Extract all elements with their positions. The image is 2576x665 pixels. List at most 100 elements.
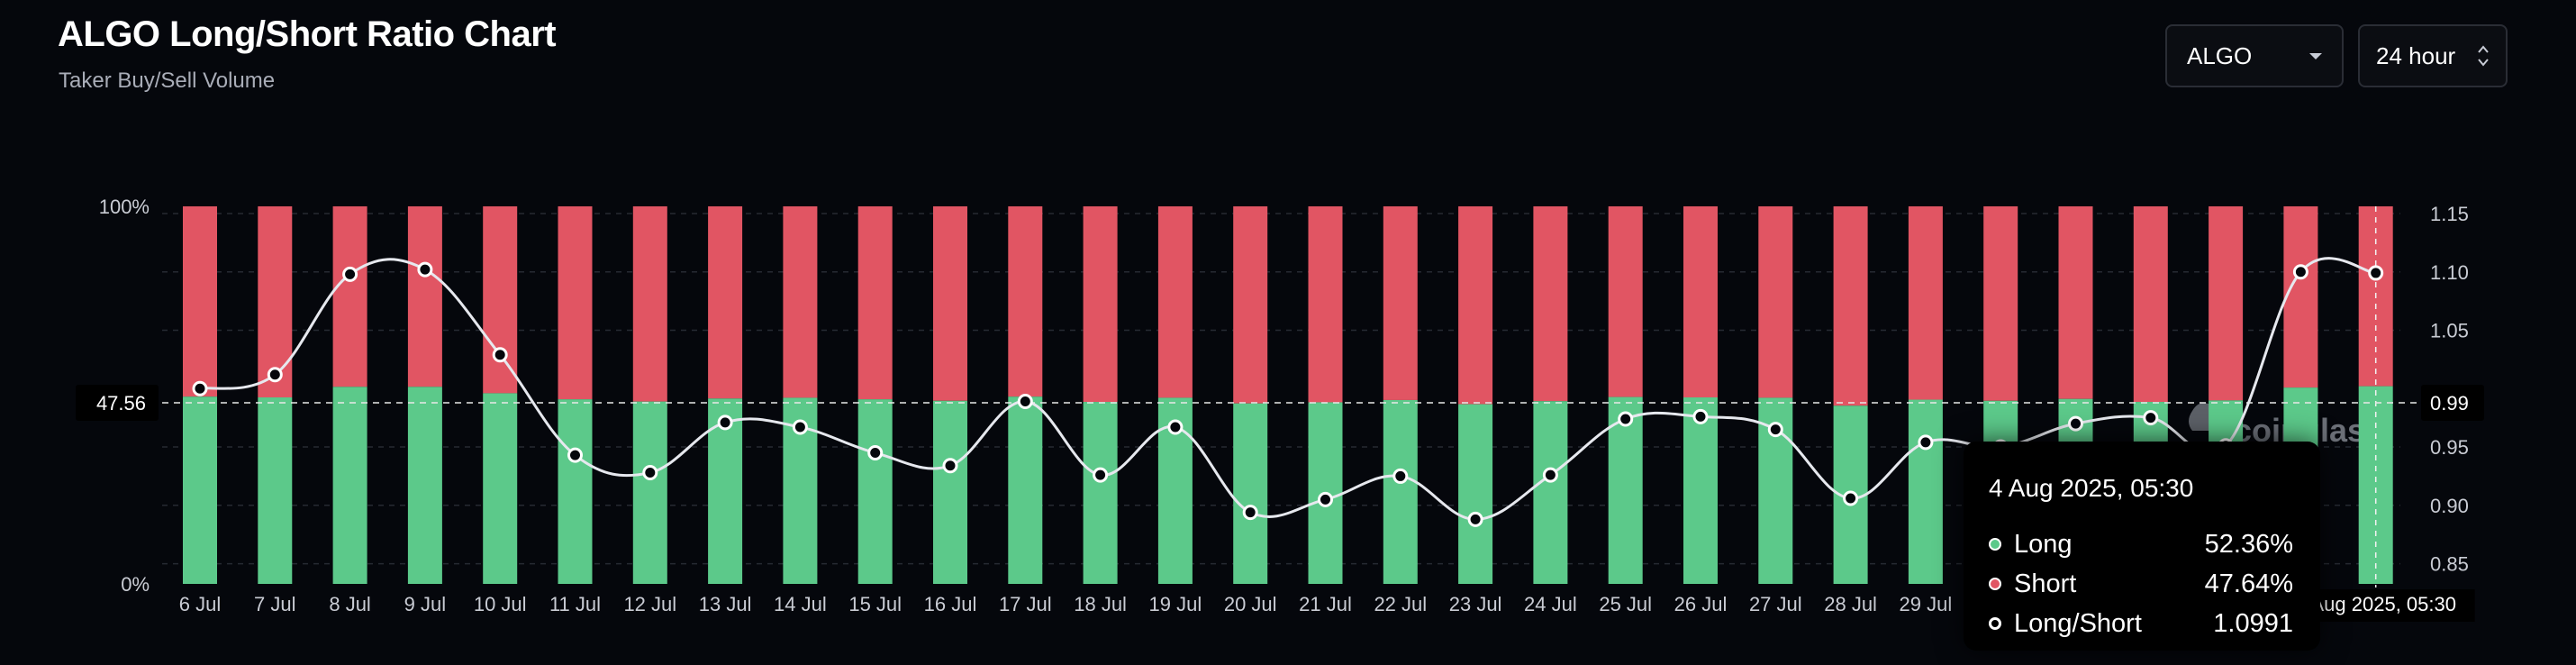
ratio-point[interactable] xyxy=(1692,408,1709,424)
ratio-point[interactable] xyxy=(417,261,433,278)
ratio-point[interactable] xyxy=(867,445,884,461)
short-bar[interactable] xyxy=(632,206,667,402)
short-bar[interactable] xyxy=(332,206,367,387)
tooltip-value: 52.36% xyxy=(2204,529,2293,559)
ratio-line xyxy=(199,257,2376,521)
long-bar[interactable] xyxy=(632,401,667,584)
long-bar[interactable] xyxy=(558,399,593,584)
x-tick-label: 25 Jul xyxy=(1599,593,1652,615)
ratio-point[interactable] xyxy=(942,458,958,474)
short-bar[interactable] xyxy=(2209,206,2244,401)
short-bar[interactable] xyxy=(2283,206,2318,388)
long-bar[interactable] xyxy=(1233,403,1268,584)
short-bar[interactable] xyxy=(1758,206,1793,398)
short-bar[interactable] xyxy=(1608,206,1643,397)
ratio-point[interactable] xyxy=(2068,415,2083,432)
long-bar[interactable] xyxy=(2358,386,2393,584)
ratio-point[interactable] xyxy=(267,367,283,383)
y-right-tick-label: 0.95 xyxy=(2430,436,2469,459)
short-bar[interactable] xyxy=(1458,206,1493,405)
x-tick-label: 17 Jul xyxy=(999,593,1052,615)
long-bar[interactable] xyxy=(1008,396,1043,584)
ratio-point[interactable] xyxy=(1767,422,1783,438)
long-bar[interactable] xyxy=(1083,402,1118,584)
ratio-point[interactable] xyxy=(342,266,358,282)
long-bar[interactable] xyxy=(1458,404,1493,584)
long-bar[interactable] xyxy=(1383,399,1418,584)
short-bar[interactable] xyxy=(407,206,442,387)
short-bar[interactable] xyxy=(1008,206,1043,397)
ratio-point[interactable] xyxy=(792,419,808,435)
long-bar[interactable] xyxy=(857,399,893,584)
short-bar[interactable] xyxy=(708,206,743,399)
short-bar[interactable] xyxy=(933,206,967,401)
x-tick-label: 23 Jul xyxy=(1449,593,1502,615)
y-left-tick-label: 100% xyxy=(99,196,150,218)
ratio-point[interactable] xyxy=(2143,410,2159,426)
tooltip-row-short: Short 47.64% xyxy=(1989,564,2293,604)
ratio-point[interactable] xyxy=(717,414,733,431)
tooltip-label: Short xyxy=(2014,569,2077,598)
short-bar[interactable] xyxy=(1233,206,1268,404)
long-bar[interactable] xyxy=(183,396,217,584)
coin-select[interactable]: ALGO xyxy=(2165,24,2344,87)
chevron-down-icon xyxy=(2309,53,2322,59)
long-bar[interactable] xyxy=(407,387,442,584)
ratio-point[interactable] xyxy=(2368,265,2384,281)
short-dot-icon xyxy=(1989,578,2001,590)
x-tick-label: 9 Jul xyxy=(404,593,446,615)
short-bar[interactable] xyxy=(1383,206,1418,400)
long-bar[interactable] xyxy=(1683,397,1718,584)
short-bar[interactable] xyxy=(1533,206,1568,402)
ratio-point[interactable] xyxy=(1167,419,1184,435)
short-bar[interactable] xyxy=(1157,206,1193,398)
short-bar[interactable] xyxy=(183,206,217,397)
short-bar[interactable] xyxy=(1983,206,2018,401)
short-bar[interactable] xyxy=(1308,206,1343,403)
sort-updown-icon xyxy=(2478,45,2489,67)
long-bar[interactable] xyxy=(332,387,367,584)
ratio-point[interactable] xyxy=(1318,491,1333,507)
coin-select-value: ALGO xyxy=(2187,41,2253,69)
ratio-point[interactable] xyxy=(1392,468,1409,484)
crosshair-right-label-box xyxy=(2421,385,2484,421)
short-bar[interactable] xyxy=(1683,206,1718,398)
long-bar[interactable] xyxy=(1908,399,1943,584)
ratio-point[interactable] xyxy=(1618,411,1634,427)
short-bar[interactable] xyxy=(783,206,818,398)
ratio-point[interactable] xyxy=(1093,467,1109,483)
ratio-point[interactable] xyxy=(192,380,208,396)
short-bar[interactable] xyxy=(857,206,893,400)
ratio-point[interactable] xyxy=(1542,467,1558,483)
long-bar[interactable] xyxy=(1533,401,1568,584)
ratio-point[interactable] xyxy=(1467,511,1483,527)
long-bar[interactable] xyxy=(1608,396,1643,584)
ratio-point[interactable] xyxy=(1017,394,1033,410)
short-bar[interactable] xyxy=(258,206,293,398)
ratio-point[interactable] xyxy=(1242,505,1258,521)
long-bar[interactable] xyxy=(933,400,967,584)
tooltip-label: Long xyxy=(2014,529,2073,559)
long-bar[interactable] xyxy=(483,393,518,584)
tooltip-row-long: Long 52.36% xyxy=(1989,524,2293,564)
short-bar[interactable] xyxy=(1833,206,1868,406)
x-tick-label: 28 Jul xyxy=(1824,593,1877,615)
ratio-point[interactable] xyxy=(1918,434,1934,451)
chart-subtitle: Taker Buy/Sell Volume xyxy=(59,68,276,93)
long-bar[interactable] xyxy=(258,397,293,584)
ratio-point[interactable] xyxy=(492,347,508,363)
short-bar[interactable] xyxy=(558,206,593,400)
crosshair-left-label: 47.56 xyxy=(96,392,146,414)
short-bar[interactable] xyxy=(1083,206,1118,403)
ratio-point[interactable] xyxy=(642,465,658,481)
period-select[interactable]: 24 hour xyxy=(2358,24,2508,87)
short-bar[interactable] xyxy=(1908,206,1943,400)
ratio-point[interactable] xyxy=(1843,490,1859,506)
short-bar[interactable] xyxy=(2133,206,2168,403)
ratio-point[interactable] xyxy=(567,447,583,463)
chart-tooltip: 4 Aug 2025, 05:30 Long 52.36% Short 47.6… xyxy=(1964,442,2320,651)
short-bar[interactable] xyxy=(2058,206,2093,399)
short-bar[interactable] xyxy=(483,206,518,394)
ratio-point[interactable] xyxy=(2292,264,2308,280)
